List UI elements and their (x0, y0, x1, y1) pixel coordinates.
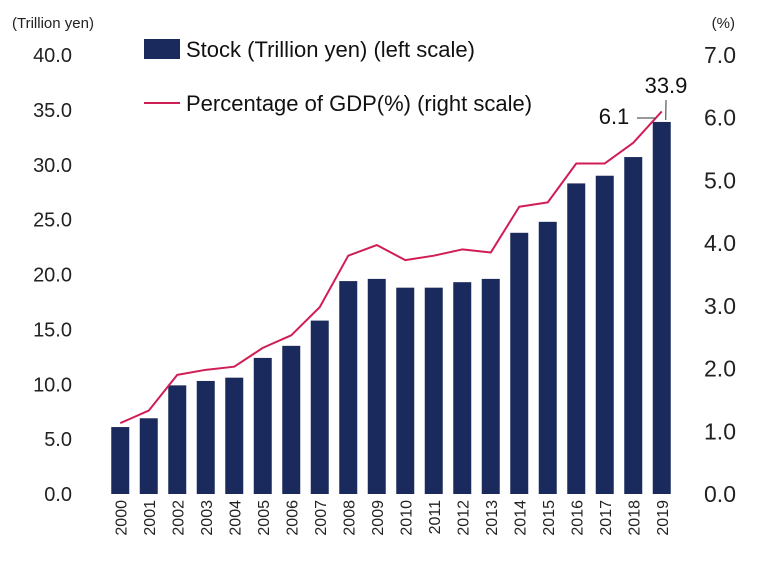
x-axis-tick-label: 2015 (541, 500, 558, 536)
bar (396, 287, 415, 494)
right-axis-tick-label: 7.0 (704, 42, 736, 68)
left-axis-label: (Trillion yen) (12, 15, 94, 32)
right-axis-ticks: 0.0 1.0 2.0 3.0 4.0 5.0 6.0 7.0 (704, 42, 736, 507)
bar (453, 282, 472, 494)
line-path (119, 110, 663, 425)
bar (310, 320, 329, 494)
right-axis-tick-label: 0.0 (704, 481, 736, 507)
x-axis-tick-label: 2014 (512, 500, 529, 536)
x-axis-tick-label: 2019 (655, 500, 672, 536)
line-series (119, 110, 663, 425)
left-axis-tick-label: 30.0 (33, 155, 72, 177)
x-axis-tick-label: 2018 (626, 500, 643, 536)
left-axis-ticks: 0.0 5.0 10.0 15.0 20.0 25.0 30.0 35.0 40.0 (33, 45, 72, 506)
bar (624, 157, 643, 494)
left-axis-tick-label: 5.0 (44, 429, 72, 451)
x-axis-tick-label: 2006 (284, 500, 301, 536)
bar (282, 345, 301, 494)
left-axis-tick-label: 0.0 (44, 484, 72, 506)
bar (139, 418, 158, 494)
legend-bar-swatch (144, 39, 180, 59)
x-axis-tick-label: 2007 (313, 500, 330, 536)
x-axis-tick-label: 2005 (256, 500, 273, 536)
x-axis-tick-label: 2000 (113, 500, 130, 536)
bar (111, 427, 130, 494)
bar (339, 281, 358, 494)
right-axis-tick-label: 1.0 (704, 418, 736, 444)
legend-line-label: Percentage of GDP(%) (right scale) (186, 91, 532, 116)
x-axis-tick-label: 2004 (227, 500, 244, 536)
x-axis-tick-labels: 2000 2001 2002 2003 2004 2005 2006 2007 2008 2009… (113, 500, 672, 536)
x-axis-tick-label: 2011 (427, 500, 444, 535)
right-axis-tick-label: 5.0 (704, 167, 736, 193)
bar (510, 232, 529, 495)
bar (481, 278, 500, 494)
bar (168, 385, 187, 494)
left-axis-tick-label: 25.0 (33, 210, 72, 232)
x-axis-tick-label: 2013 (484, 500, 501, 536)
bar (567, 183, 586, 494)
x-axis-tick-label: 2012 (455, 500, 472, 536)
left-axis-tick-label: 20.0 (33, 265, 72, 287)
bar (652, 121, 671, 494)
right-axis-tick-label: 4.0 (704, 230, 736, 256)
x-axis-tick-label: 2008 (341, 500, 358, 536)
bar (538, 221, 557, 494)
x-axis-tick-label: 2001 (142, 500, 159, 536)
bar (225, 377, 244, 494)
right-axis-tick-label: 6.0 (704, 105, 736, 131)
legend-bar-label: Stock (Trillion yen) (left scale) (186, 37, 475, 62)
right-axis-tick-label: 2.0 (704, 356, 736, 382)
x-axis-tick-label: 2017 (598, 500, 615, 536)
bar (196, 380, 215, 494)
x-axis-tick-label: 2002 (170, 500, 187, 536)
x-axis-tick-label: 2010 (398, 500, 415, 536)
bar (595, 175, 614, 494)
line-value-annotation: 6.1 (599, 104, 630, 129)
left-axis-tick-label: 15.0 (33, 319, 72, 341)
right-axis-tick-label: 3.0 (704, 293, 736, 319)
annotations: 33.9 6.1 (599, 73, 688, 129)
legend: Stock (Trillion yen) (left scale) Percen… (144, 37, 532, 116)
bar (424, 287, 443, 494)
left-axis-tick-label: 10.0 (33, 374, 72, 396)
left-axis-tick-label: 40.0 (33, 45, 72, 67)
x-axis-tick-label: 2003 (199, 500, 216, 536)
bar-value-annotation: 33.9 (645, 73, 688, 98)
left-axis-tick-label: 35.0 (33, 100, 72, 122)
x-axis-tick-label: 2009 (370, 500, 387, 536)
bar (253, 357, 272, 494)
bar (367, 278, 386, 494)
bar-series (111, 121, 671, 495)
right-axis-label: (%) (712, 15, 735, 32)
x-axis-tick-label: 2016 (569, 500, 586, 536)
